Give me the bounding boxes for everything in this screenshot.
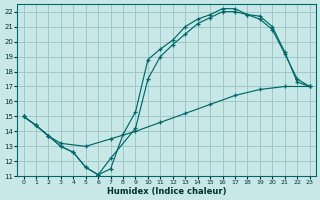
X-axis label: Humidex (Indice chaleur): Humidex (Indice chaleur) [107,187,226,196]
